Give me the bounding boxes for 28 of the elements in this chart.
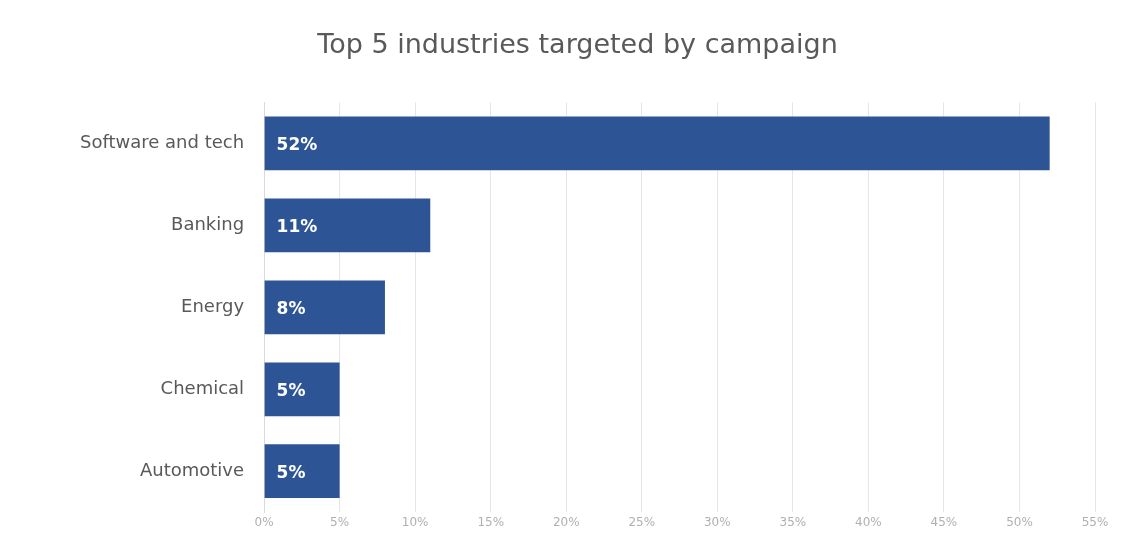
chart-title: Top 5 industries targeted by campaign xyxy=(316,28,838,60)
x-tick-label: 0% xyxy=(254,514,274,529)
bar xyxy=(264,444,340,499)
x-tick-label: 35% xyxy=(779,514,807,529)
x-tick-label: 10% xyxy=(401,514,429,529)
x-tick-label: 20% xyxy=(552,514,580,529)
x-tick-label: 15% xyxy=(477,514,505,529)
y-tick-label: Energy xyxy=(181,294,245,316)
x-tick-label: 5% xyxy=(330,514,350,529)
data-label: 8% xyxy=(276,297,306,318)
y-tick-label: Chemical xyxy=(160,376,245,398)
x-tick-label: 40% xyxy=(855,514,882,529)
y-tick-label: Automotive xyxy=(139,458,245,480)
x-tick-label: 25% xyxy=(628,514,656,529)
bar xyxy=(264,280,385,335)
x-tick-label: 30% xyxy=(703,514,731,529)
bar xyxy=(264,362,340,417)
y-tick-label: Software and tech xyxy=(80,131,245,153)
y-tick-label: Banking xyxy=(171,213,245,235)
bar xyxy=(264,116,1050,171)
x-tick-label: 55% xyxy=(1081,514,1109,529)
bar xyxy=(264,198,431,253)
x-tick-label: 45% xyxy=(930,514,958,529)
data-label: 5% xyxy=(276,379,306,400)
data-label: 52% xyxy=(276,133,318,154)
data-label: 11% xyxy=(276,215,318,236)
x-tick-label: 50% xyxy=(1006,514,1033,529)
data-label: 5% xyxy=(276,461,306,482)
